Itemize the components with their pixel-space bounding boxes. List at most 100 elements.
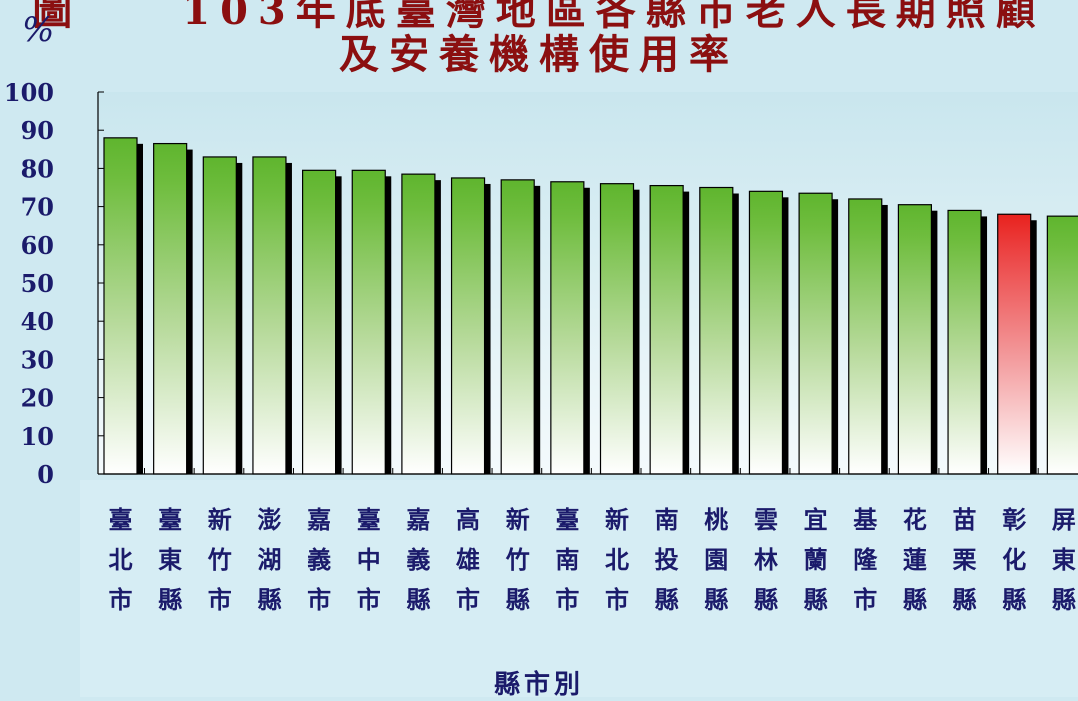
x-category-label-char: 市 [456,585,480,614]
x-category-label-char: 栗 [953,545,977,574]
x-category-label-char: 市 [605,585,629,614]
bar [1046,215,1078,475]
x-category-label-char: 臺 [357,505,381,534]
y-tick-label: 50 [21,269,54,298]
bar [351,169,386,475]
y-tick-label: 60 [21,231,54,260]
y-tick-label: 100 [4,78,54,107]
x-category-label-char: 東 [158,545,182,574]
x-category-label-char: 義 [307,545,331,574]
bar [550,181,585,475]
x-category-label-char: 縣 [655,585,679,614]
y-tick-label: 10 [21,422,54,451]
x-category-label-char: 縣 [1052,585,1076,614]
bar [103,137,138,475]
bars [103,137,1078,475]
chart-subtitle: 及安養機構使用率 [339,31,739,78]
x-category-label-char: 市 [208,585,232,614]
x-category-label-char: 臺 [109,505,133,534]
bar [153,142,188,475]
category-band [80,480,1078,697]
y-tick-label: 80 [21,154,54,183]
x-category-label-char: 市 [853,585,877,614]
y-tick-label: 70 [21,193,54,222]
x-category-label-char: 縣 [953,585,977,614]
x-category-label-char: 屏 [1052,505,1076,534]
bar [252,156,287,475]
x-category-label-char: 縣 [158,585,182,614]
y-tick-label: 20 [21,384,54,413]
x-category-label-char: 彰 [1002,505,1026,534]
x-category-label-char: 澎 [257,505,281,534]
x-category-label-char: 中 [357,545,381,574]
x-category-label-char: 宜 [804,505,828,534]
x-category-label-char: 縣 [804,585,828,614]
x-category-label-char: 市 [357,585,381,614]
x-category-label-char: 雲 [754,505,778,534]
x-category-label-char: 蘭 [804,545,828,574]
x-category-label-char: 基 [853,505,878,534]
x-category-label-char: 新 [208,505,232,534]
x-category-label-char: 縣 [704,585,728,614]
x-category-label-char: 東 [1052,545,1076,574]
chart-title: 圖 103年底臺灣地區各縣市老人長期照顧 [32,0,1046,34]
x-category-label-char: 縣 [406,585,430,614]
x-category-label-char: 市 [307,585,331,614]
bar [947,209,982,475]
bar [848,198,883,475]
x-category-label-char: 縣 [903,585,927,614]
y-tick-label: 40 [21,307,54,336]
x-category-label-char: 花 [903,505,927,534]
x-category-label-char: 新 [506,505,530,534]
x-category-label-char: 南 [555,545,579,574]
x-category-label-char: 臺 [555,505,579,534]
x-category-label-char: 北 [109,545,133,574]
y-axis-unit-label: % [22,10,55,50]
bar [897,204,933,475]
x-category-label-char: 桃 [704,505,728,534]
x-category-label-char: 蓮 [903,545,927,574]
x-category-label-char: 竹 [505,545,530,574]
x-category-label-char: 林 [754,545,778,574]
x-category-label-char: 高 [456,505,480,534]
y-axis: 0 10 20 30 40 50 60 70 80 90 100 [4,78,104,489]
bar [649,184,684,475]
bar [599,183,635,475]
x-category-label-char: 嘉 [307,505,331,534]
bar [401,173,436,475]
x-category-label-char: 南 [655,505,679,534]
x-category-label-char: 新 [605,505,629,534]
bar [202,156,237,475]
x-category-label-char: 縣 [1002,585,1026,614]
x-category-label-char: 隆 [853,545,878,574]
x-axis: 臺北市臺東縣新竹市澎湖縣嘉義市臺中市嘉義縣高雄市新竹縣臺南市新北市南投縣桃園縣雲… [98,468,1078,614]
x-category-label-char: 嘉 [406,505,430,534]
x-category-label-char: 縣 [754,585,778,614]
x-category-label-char: 雄 [455,545,480,574]
x-category-label-char: 園 [704,545,728,574]
x-category-label-char: 湖 [257,545,281,574]
x-category-label-char: 市 [555,585,579,614]
x-category-label-char: 市 [109,585,133,614]
y-tick-label: 90 [21,116,54,145]
bar [748,190,784,475]
bar [302,169,337,475]
x-axis-title: 縣市別 [493,670,584,700]
y-tick-label: 30 [21,345,54,374]
bar [798,192,833,475]
x-category-label-char: 北 [605,545,629,574]
bar [500,179,535,475]
bar-highlighted [997,213,1032,475]
bar [699,186,734,475]
x-category-label-char: 化 [1002,545,1026,574]
x-category-label-char: 臺 [158,505,182,534]
x-category-label-char: 縣 [257,585,281,614]
x-category-label-char: 苗 [953,505,977,534]
x-category-label-char: 縣 [506,585,530,614]
bar [450,177,486,475]
x-category-label-char: 投 [655,545,679,574]
y-tick-label: 0 [37,460,54,489]
x-category-label-char: 竹 [207,545,232,574]
